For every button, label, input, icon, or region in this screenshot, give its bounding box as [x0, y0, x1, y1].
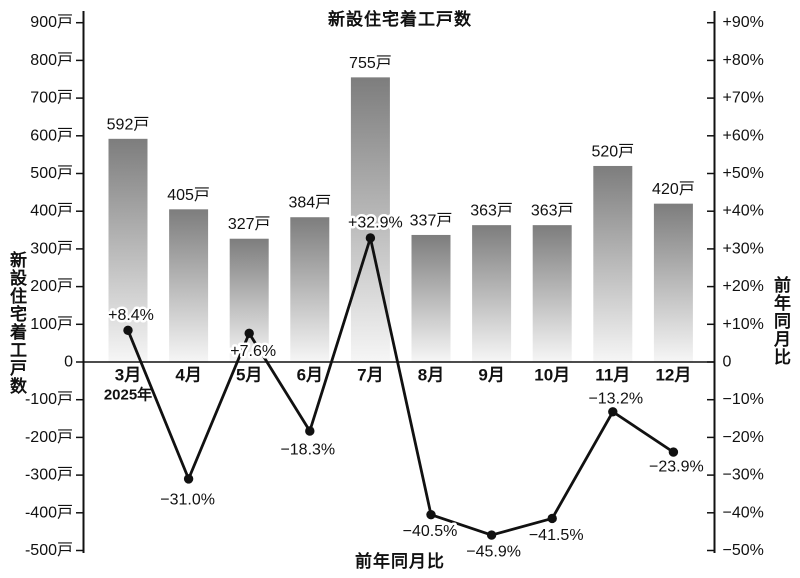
line-value-label: −13.2% — [588, 390, 643, 407]
left-tick-label: 800戸 — [30, 52, 73, 69]
x-axis-label-10月: 10月 — [534, 366, 570, 385]
year-annotation: 2025年 — [104, 386, 152, 404]
x-axis-label-8月: 8月 — [418, 366, 444, 385]
line-point — [426, 509, 436, 520]
right-tick-label: +40% — [723, 203, 764, 220]
x-axis-label-12月: 12月 — [655, 366, 691, 385]
line-value-label: −40.5% — [403, 523, 458, 540]
line-value-label: −31.0% — [160, 491, 215, 508]
right-tick-label: +70% — [723, 90, 764, 107]
line-point — [244, 328, 254, 339]
line-value-label: +7.6% — [230, 343, 276, 360]
right-tick-label: 0 — [723, 354, 732, 371]
bar-4月 — [169, 209, 209, 362]
yoy-line — [126, 236, 675, 537]
bar-value-label: 363戸 — [470, 203, 513, 220]
bar-value-label: 363戸 — [531, 203, 574, 220]
left-tick-label: 200戸 — [30, 278, 73, 295]
left-tick-label: 700戸 — [30, 90, 73, 107]
right-tick-label: −10% — [723, 391, 764, 408]
line-value-label: +32.9% — [348, 214, 403, 231]
bar-value-label: 520戸 — [591, 143, 634, 160]
bar-value-label: 592戸 — [107, 116, 150, 133]
left-tick-label: -400戸 — [25, 504, 73, 521]
bar-5月 — [229, 238, 269, 362]
bar-10月 — [532, 225, 572, 362]
right-axis-title: 前年同月比 — [771, 276, 790, 366]
line-point — [547, 513, 557, 524]
line-point — [365, 233, 376, 243]
left-tick-label: -100戸 — [25, 391, 73, 408]
right-tick-label: +10% — [723, 316, 764, 333]
line-value-label: −41.5% — [529, 527, 584, 544]
x-axis-label-6月: 6月 — [297, 366, 323, 385]
x-axis-label-11月: 11月 — [595, 366, 630, 385]
right-tick-label: +90% — [723, 14, 764, 31]
line-point — [486, 530, 497, 540]
line-value-label: −23.9% — [649, 459, 704, 476]
right-tick-label: +20% — [723, 278, 764, 295]
left-tick-label: -500戸 — [25, 542, 73, 559]
line-point — [305, 426, 315, 436]
bar-8月 — [411, 234, 451, 362]
bar-value-label: 327戸 — [228, 216, 271, 233]
right-tick-label: +50% — [723, 165, 764, 182]
line-point — [668, 447, 679, 457]
line-value-label: −18.3% — [280, 441, 335, 458]
bar-11月 — [593, 165, 633, 362]
left-tick-label: 900戸 — [30, 14, 73, 31]
left-axis-title: 新設住宅着工戸数 — [7, 251, 26, 395]
right-tick-label: +30% — [723, 240, 764, 257]
right-tick-label: −30% — [723, 467, 764, 484]
x-axis-label-3月: 3月 — [115, 366, 141, 385]
left-tick-label: -300戸 — [25, 467, 73, 484]
left-tick-label: -200戸 — [25, 429, 73, 446]
bar-3月 — [108, 138, 148, 362]
right-tick-label: −40% — [723, 504, 764, 521]
line-point — [183, 474, 194, 484]
bar-value-label: 420戸 — [652, 181, 695, 198]
right-tick-label: +60% — [723, 127, 764, 144]
bar-6月 — [290, 217, 330, 362]
line-series-caption: 前年同月比 — [355, 552, 445, 571]
line-value-label: −45.9% — [466, 544, 521, 561]
bar-value-label: 384戸 — [288, 195, 331, 212]
right-tick-label: −50% — [723, 542, 764, 559]
left-tick-label: 600戸 — [30, 127, 73, 144]
bar-12月 — [653, 203, 693, 362]
bar-value-label: 755戸 — [349, 55, 392, 72]
line-point — [608, 407, 618, 417]
left-tick-label: 0 — [64, 354, 73, 371]
x-axis-label-7月: 7月 — [357, 366, 383, 385]
left-tick-label: 500戸 — [30, 165, 73, 182]
x-axis-label-9月: 9月 — [478, 366, 504, 385]
line-value-label: +8.4% — [108, 307, 154, 324]
line-point — [123, 325, 133, 336]
left-tick-label: 100戸 — [30, 316, 73, 333]
bar-value-label: 337戸 — [410, 212, 453, 229]
bar-7月 — [350, 77, 390, 363]
right-tick-label: +80% — [723, 52, 764, 69]
left-tick-label: 400戸 — [30, 203, 73, 220]
x-axis-label-4月: 4月 — [175, 366, 201, 385]
right-tick-label: −20% — [723, 429, 764, 446]
left-tick-label: 300戸 — [30, 240, 73, 257]
bar-value-label: 405戸 — [167, 187, 210, 204]
bar-9月 — [472, 225, 512, 362]
chart-title: 新設住宅着工戸数 — [328, 10, 472, 29]
x-axis-label-5月: 5月 — [236, 366, 262, 385]
